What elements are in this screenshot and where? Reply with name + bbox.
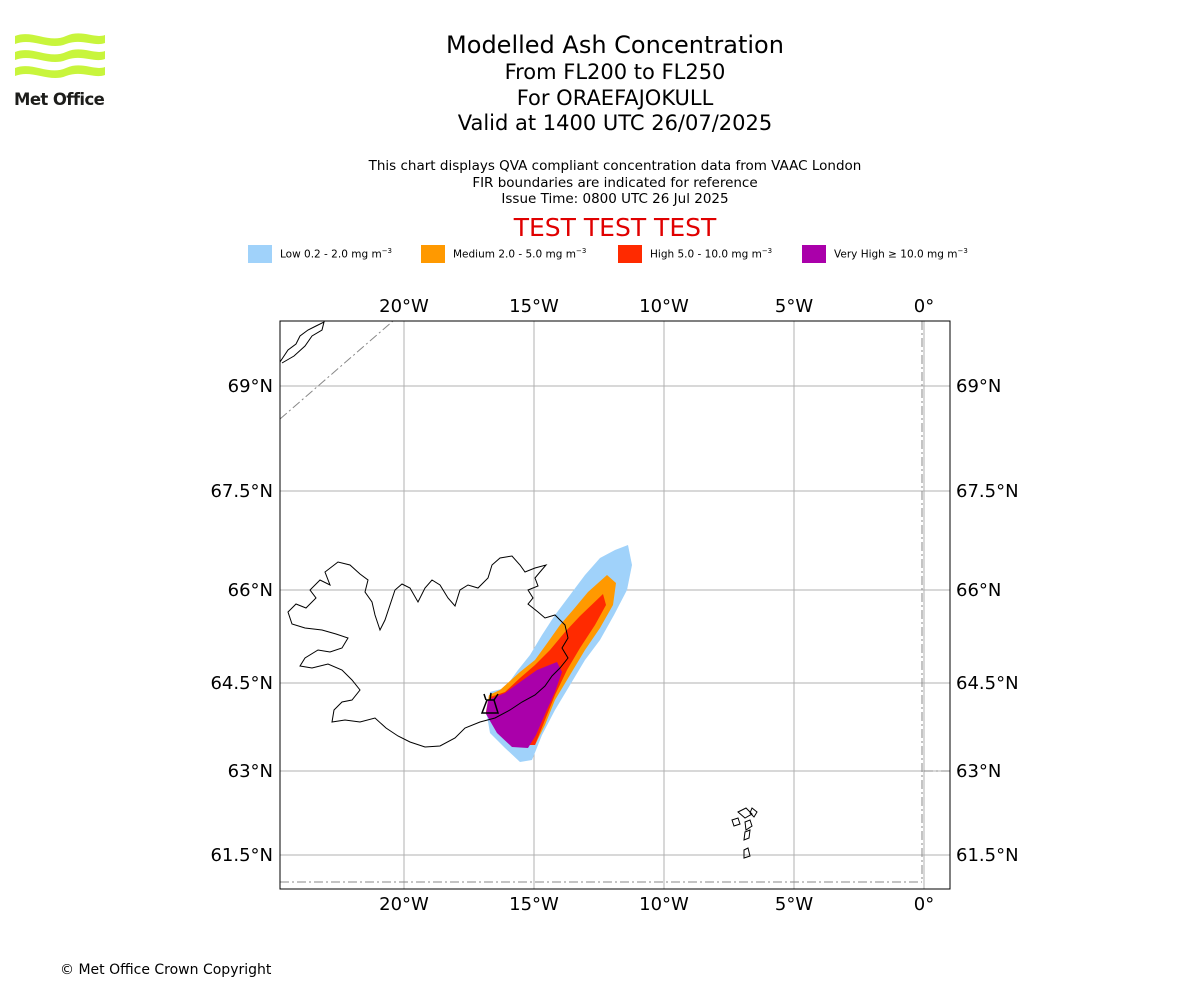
met-office-logo: Met Office xyxy=(14,30,114,114)
flight-level-range: From FL200 to FL250 xyxy=(504,60,726,84)
test-banner: TEST TEST TEST xyxy=(513,213,717,242)
legend-swatch-very-high xyxy=(802,245,826,263)
greenland-coastline xyxy=(279,321,325,364)
lat-label-66n-right: 66°N xyxy=(956,580,1001,601)
lon-label-0-bottom: 0° xyxy=(914,894,934,915)
chart-title: Modelled Ash Concentration xyxy=(446,31,784,59)
legend-label-medium: Medium 2.0 - 5.0 mg m−3 xyxy=(453,247,587,261)
issue-time: Issue Time: 0800 UTC 26 Jul 2025 xyxy=(501,191,729,208)
lon-label-0-top: 0° xyxy=(914,296,934,317)
lat-label-66n-left: 66°N xyxy=(228,580,273,601)
volcano-name: For ORAEFAJOKULL xyxy=(516,85,714,110)
ash-area-very-high xyxy=(486,662,562,748)
lon-label-10w-top: 10°W xyxy=(639,296,689,317)
ash-plume xyxy=(486,545,632,762)
legend-swatch-medium xyxy=(421,245,445,263)
lat-label-63n-right: 63°N xyxy=(956,761,1001,782)
chart-title-block: Modelled Ash Concentration From FL200 to… xyxy=(315,30,915,137)
lon-label-10w-bottom: 10°W xyxy=(639,894,689,915)
legend-item-very-high: Very High ≥ 10.0 mg m−3 xyxy=(802,244,968,264)
lon-label-15w-top: 15°W xyxy=(509,296,559,317)
lon-labels-top: 20°W 15°W 10°W 5°W 0° xyxy=(379,296,934,317)
lon-label-20w-top: 20°W xyxy=(379,296,429,317)
fir-boundary-nw xyxy=(279,320,394,420)
iceland-coastline xyxy=(287,555,569,748)
legend-swatch-high xyxy=(618,245,642,263)
data-source-note: This chart displays QVA compliant concen… xyxy=(368,158,862,174)
lat-label-61-5n-right: 61.5°N xyxy=(956,845,1019,866)
legend-item-medium: Medium 2.0 - 5.0 mg m−3 xyxy=(421,244,586,264)
gridlines xyxy=(280,321,950,889)
lat-label-61-5n-left: 61.5°N xyxy=(210,845,273,866)
legend-label-very-high: Very High ≥ 10.0 mg m−3 xyxy=(834,247,968,261)
lat-label-63n-left: 63°N xyxy=(228,761,273,782)
lat-label-64-5n-left: 64.5°N xyxy=(210,673,273,694)
chart-subtitle-block: This chart displays QVA compliant concen… xyxy=(265,158,965,208)
lon-label-5w-bottom: 5°W xyxy=(775,894,813,915)
legend-label-low: Low 0.2 - 2.0 mg m−3 xyxy=(280,247,393,261)
logo-text: Met Office xyxy=(14,90,105,109)
lon-labels-bottom: 20°W 15°W 10°W 5°W 0° xyxy=(379,894,934,915)
fir-note: FIR boundaries are indicated for referen… xyxy=(472,174,758,191)
map-frame xyxy=(279,320,951,890)
copyright-notice: © Met Office Crown Copyright xyxy=(60,962,272,978)
legend-item-high: High 5.0 - 10.0 mg m−3 xyxy=(618,244,772,264)
lon-label-20w-bottom: 20°W xyxy=(379,894,429,915)
lat-label-67-5n-left: 67.5°N xyxy=(210,481,273,502)
lat-labels-left: 69°N 67.5°N 66°N 64.5°N 63°N 61.5°N xyxy=(210,376,273,866)
legend-label-high: High 5.0 - 10.0 mg m−3 xyxy=(650,247,773,261)
lat-label-64-5n-right: 64.5°N xyxy=(956,673,1019,694)
fir-boundaries xyxy=(279,320,950,883)
legend-swatch-low xyxy=(248,245,272,263)
lat-label-69n-left: 69°N xyxy=(228,376,273,397)
met-office-waves-icon xyxy=(15,33,105,79)
lon-label-5w-top: 5°W xyxy=(775,296,813,317)
lat-label-69n-right: 69°N xyxy=(956,376,1001,397)
lon-label-15w-bottom: 15°W xyxy=(509,894,559,915)
faroe-islands xyxy=(731,807,758,859)
volcano-marker-icon xyxy=(480,692,500,714)
legend-item-low: Low 0.2 - 2.0 mg m−3 xyxy=(248,244,392,264)
lat-label-67-5n-right: 67.5°N xyxy=(956,481,1019,502)
lat-labels-right: 69°N 67.5°N 66°N 64.5°N 63°N 61.5°N xyxy=(956,376,1019,866)
valid-time: Valid at 1400 UTC 26/07/2025 xyxy=(457,111,773,135)
